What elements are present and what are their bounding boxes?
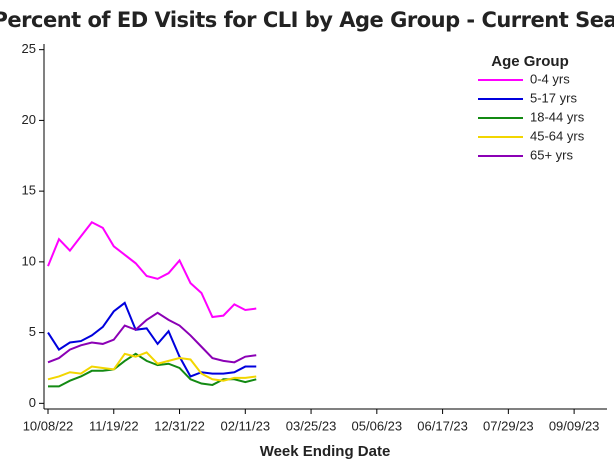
x-tick-label: 11/19/22 — [89, 418, 139, 433]
legend-title: Age Group — [491, 53, 569, 70]
y-tick-label: 0 — [29, 395, 36, 410]
x-tick-label: 10/08/22 — [23, 418, 74, 433]
x-axis-title: Week Ending Date — [260, 443, 391, 460]
legend-label: 45-64 yrs — [530, 128, 585, 143]
x-tick-label: 06/17/23 — [417, 418, 468, 433]
x-tick-label: 05/06/23 — [352, 418, 403, 433]
x-tick-label: 09/09/23 — [549, 418, 600, 433]
y-tick-label: 20 — [22, 112, 36, 127]
chart-title: Percent of ED Visits for CLI by Age Grou… — [0, 8, 614, 32]
y-tick-label: 5 — [29, 324, 36, 339]
x-tick-label: 07/29/23 — [483, 418, 534, 433]
data-line — [47, 301, 257, 378]
x-tick-label: 12/31/22 — [154, 418, 205, 433]
x-tick-label: 03/25/23 — [286, 418, 337, 433]
data-line — [47, 220, 257, 319]
data-line — [47, 311, 257, 364]
y-tick-label: 15 — [22, 183, 36, 198]
legend-label: 0-4 yrs — [530, 71, 570, 86]
y-tick-label: 25 — [22, 41, 36, 56]
y-tick-label: 10 — [22, 253, 36, 268]
legend-label: 18-44 yrs — [530, 109, 585, 124]
x-tick-label: 02/11/23 — [220, 418, 270, 433]
data-line — [47, 351, 257, 382]
legend-label: 65+ yrs — [530, 147, 573, 162]
legend-label: 5-17 yrs — [530, 90, 577, 105]
